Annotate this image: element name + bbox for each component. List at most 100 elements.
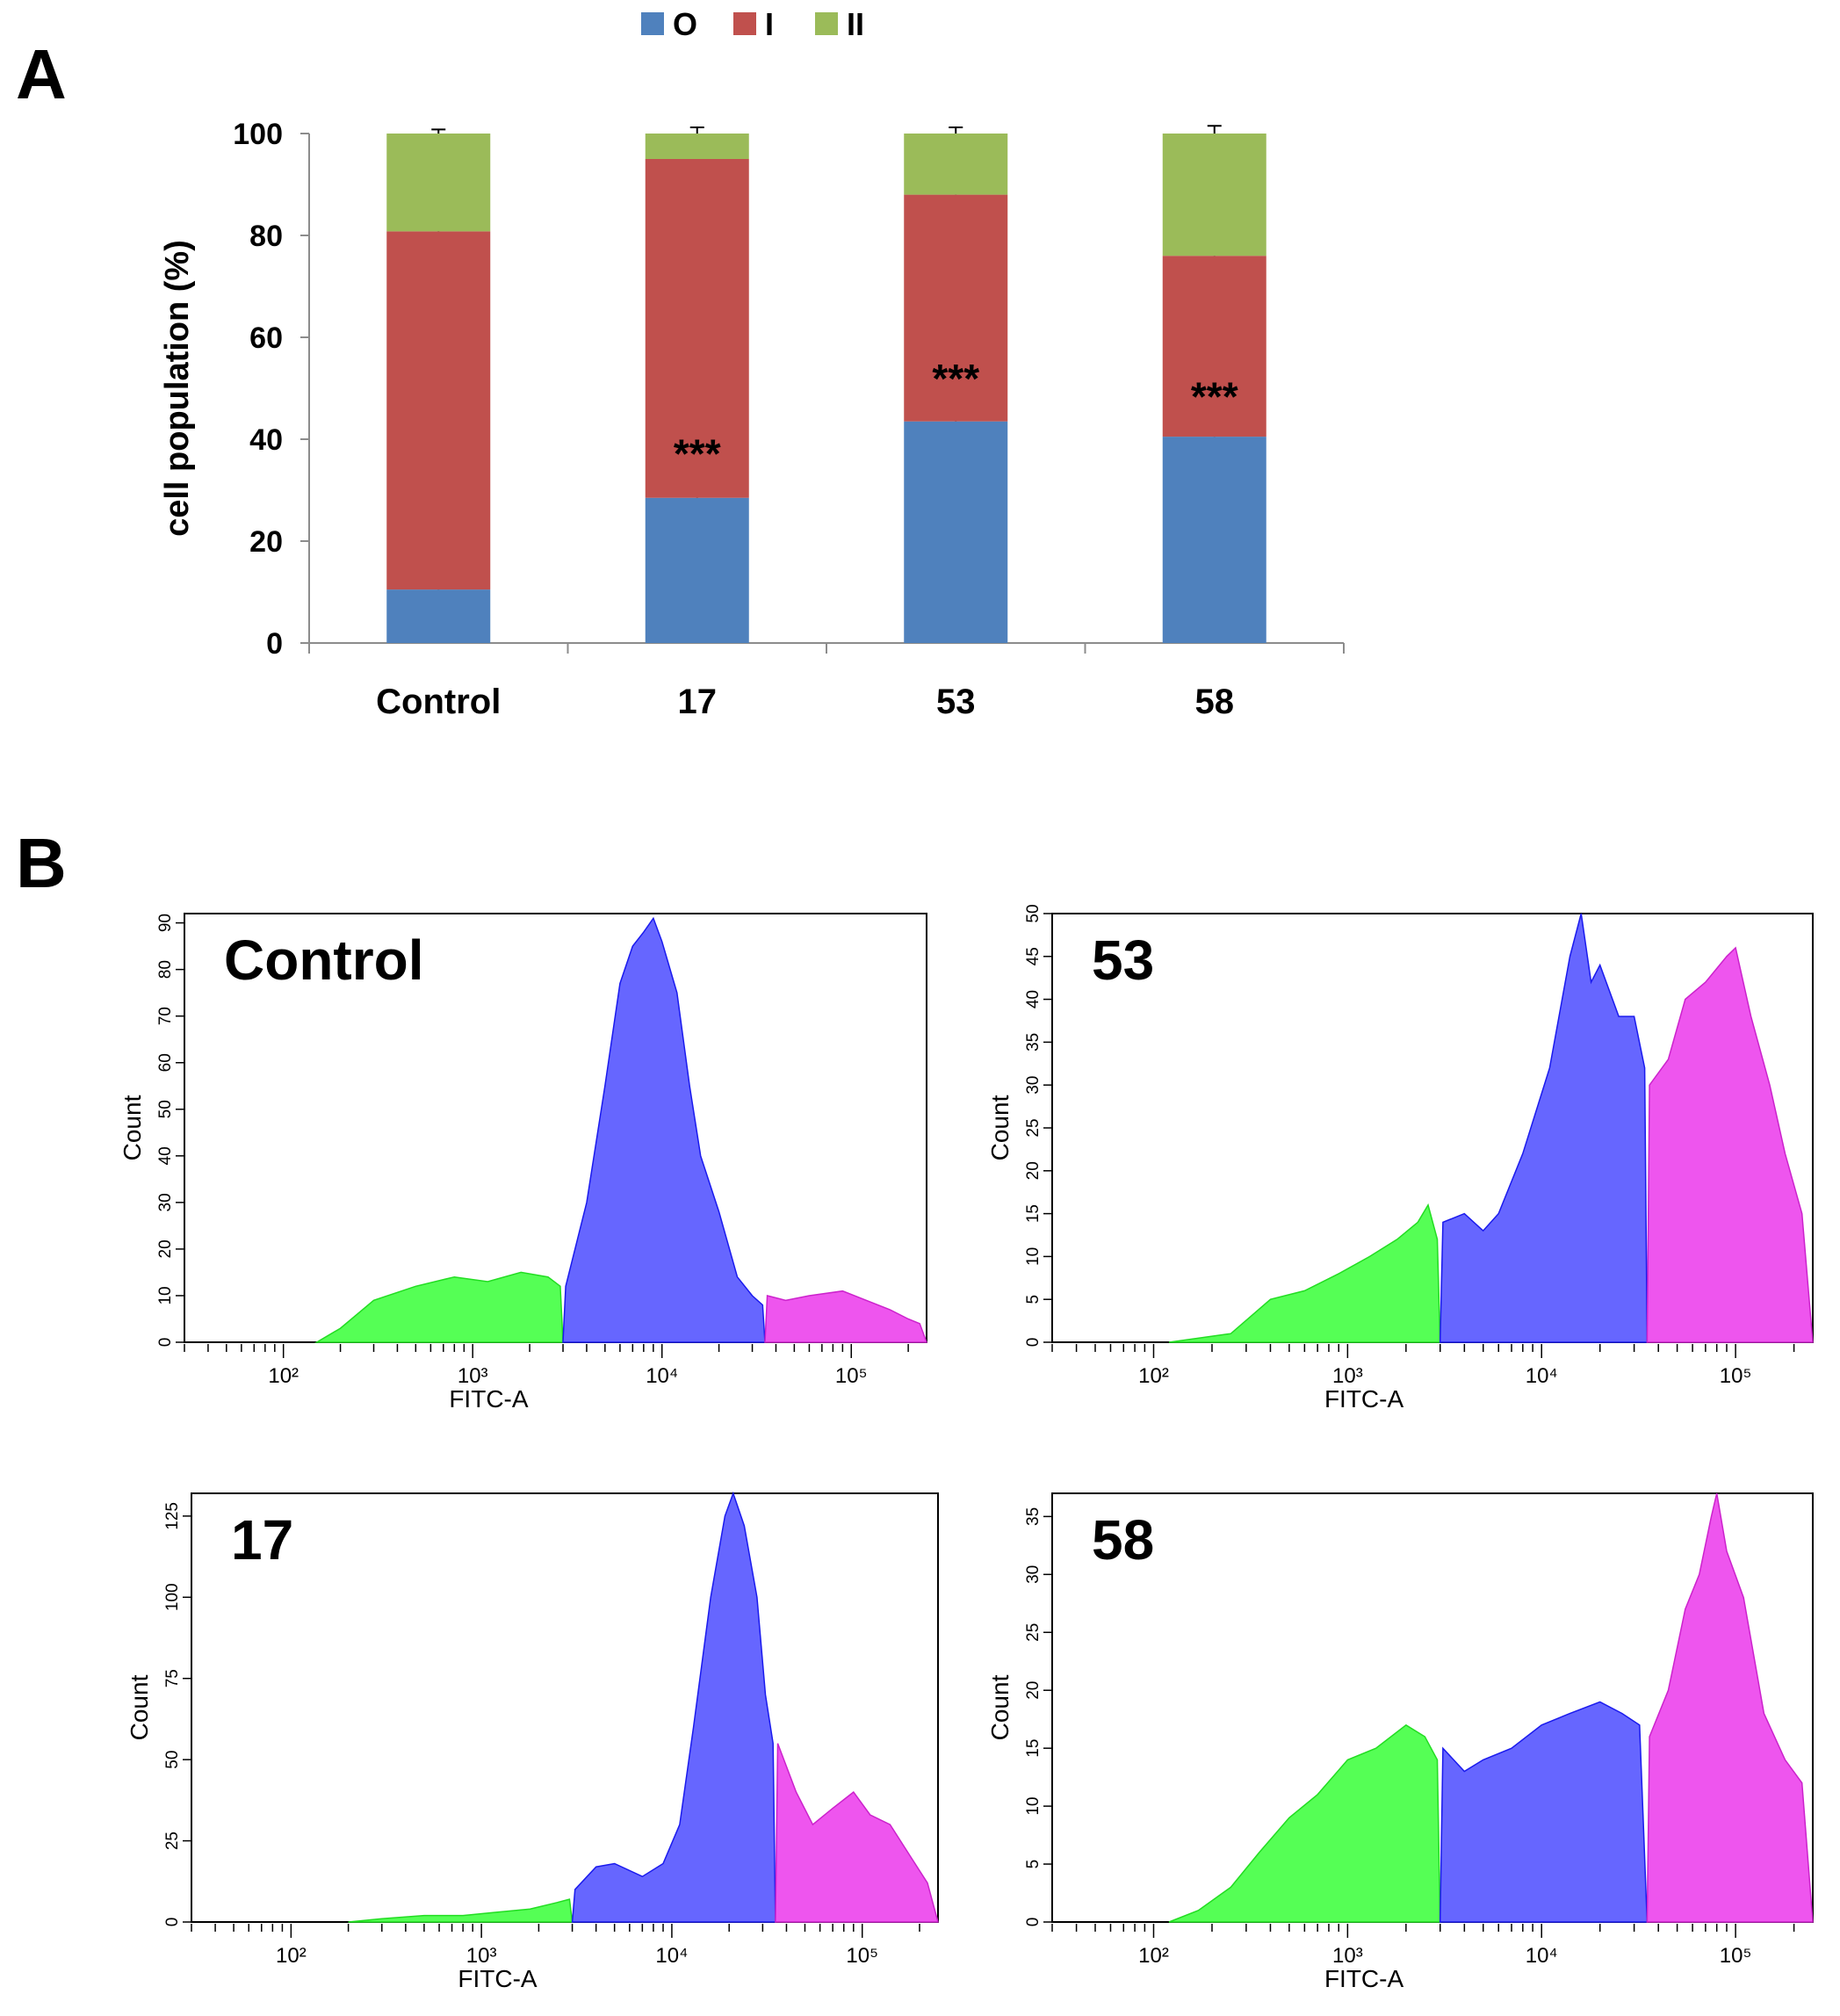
x-tick-label: 10² xyxy=(1138,1944,1169,1968)
y-tick-label: 30 xyxy=(1024,1565,1043,1584)
y-tick-label: 20 xyxy=(249,525,283,559)
legend-label-O: O xyxy=(673,6,697,42)
y-tick-label: 30 xyxy=(156,1193,175,1211)
y-tick-label: 0 xyxy=(266,627,283,661)
bar-segment-II xyxy=(386,134,491,232)
y-tick-label: 20 xyxy=(1024,1161,1043,1180)
gate-area-3 xyxy=(1646,946,1814,1343)
x-tick-label: 10⁴ xyxy=(655,1944,688,1968)
y-tick-label: 0 xyxy=(163,1918,182,1927)
histogram-title: 58 xyxy=(1092,1508,1154,1572)
y-tick-label: 35 xyxy=(1024,1507,1043,1526)
y-tick-label: 60 xyxy=(249,322,283,355)
x-tick-label: 10² xyxy=(1138,1364,1169,1388)
y-axis-title: cell population (%) xyxy=(159,240,196,537)
y-axis-title: Count xyxy=(986,1674,1014,1740)
y-tick-label: 45 xyxy=(1024,947,1043,965)
bar-segment-I xyxy=(645,159,749,498)
y-tick-label: 80 xyxy=(249,220,283,253)
y-tick-label: 50 xyxy=(1024,904,1043,922)
gate-area-3 xyxy=(1646,1492,1814,1923)
x-tick-label: 10⁴ xyxy=(1526,1944,1558,1968)
histogram-17: 10² 10³ 10⁴ 10⁵ FITC-A 0 25 50 75 100 125 Count 17 xyxy=(126,1491,939,1992)
y-tick-label: 10 xyxy=(156,1286,175,1304)
y-tick-label: 70 xyxy=(156,1007,175,1025)
x-axis-title: FITC-A xyxy=(449,1385,529,1413)
x-tick-label: 10³ xyxy=(458,1364,488,1388)
gate-area-2 xyxy=(1439,1701,1649,1923)
panel-a-label: A xyxy=(16,35,67,113)
y-axis-title: Count xyxy=(126,1674,153,1740)
gate-area-2 xyxy=(571,1491,776,1923)
x-category-label: Control xyxy=(376,683,501,721)
gate-area-1 xyxy=(1168,1203,1441,1343)
y-tick-label: 40 xyxy=(249,423,283,457)
bar-segment-I xyxy=(1162,256,1266,437)
gate-area-2 xyxy=(1439,913,1649,1343)
gate-area-1 xyxy=(1168,1723,1441,1923)
y-tick-label: 0 xyxy=(156,1338,175,1348)
legend-label-II: II xyxy=(847,6,864,42)
gate-area-2 xyxy=(562,916,766,1343)
y-tick-label: 60 xyxy=(156,1053,175,1072)
y-tick-label: 20 xyxy=(156,1239,175,1258)
y-tick-label: 50 xyxy=(163,1751,182,1769)
histogram-title: 53 xyxy=(1092,929,1154,992)
histogram-58: 10² 10³ 10⁴ 10⁵ FITC-A 0 5 10 15 20 25 30 35 Count 58 xyxy=(986,1492,1814,1992)
significance-label: *** xyxy=(674,430,721,476)
bar-segment-II xyxy=(1162,134,1266,257)
significance-label: *** xyxy=(932,356,979,401)
legend-swatch-I xyxy=(733,12,756,35)
y-tick-label: 100 xyxy=(233,118,283,151)
y-tick-label: 90 xyxy=(156,914,175,932)
y-tick-label: 10 xyxy=(1024,1247,1043,1266)
x-tick-label: 10³ xyxy=(1332,1944,1363,1968)
histogram-control: 10² 10³ 10⁴ 10⁵ FITC-A 0 10 20 30 40 50 60 70 80 90 Cou… xyxy=(119,913,928,1413)
x-tick-label: 10⁴ xyxy=(1526,1364,1558,1388)
x-tick-label: 10² xyxy=(268,1364,299,1388)
bar-segment-II xyxy=(645,134,749,159)
y-tick-label: 40 xyxy=(1024,990,1043,1008)
legend-swatch-II xyxy=(815,12,838,35)
x-category-label: 17 xyxy=(678,683,718,721)
y-axis-title: Count xyxy=(119,1095,146,1160)
bar-segment-II xyxy=(904,134,1008,195)
bar-segment-O xyxy=(1162,437,1266,643)
significance-label: *** xyxy=(1191,374,1238,420)
y-tick-label: 0 xyxy=(1024,1918,1043,1927)
histogram-title: 17 xyxy=(231,1508,293,1572)
y-tick-label: 80 xyxy=(156,960,175,979)
gate-area-1 xyxy=(314,1271,564,1343)
y-tick-label: 100 xyxy=(163,1583,182,1611)
y-tick-label: 0 xyxy=(1024,1338,1043,1348)
x-tick-label: 10⁵ xyxy=(1720,1944,1752,1968)
x-tick-label: 10⁴ xyxy=(646,1364,678,1388)
histogram-53: 10² 10³ 10⁴ 10⁵ FITC-A 0 5 10 15 20 25 30 35 40 45 50 Co… xyxy=(986,904,1814,1413)
legend-label-I: I xyxy=(765,6,774,42)
y-tick-label: 15 xyxy=(1024,1739,1043,1758)
bar-segment-O xyxy=(386,589,491,643)
x-category-label: 58 xyxy=(1195,683,1235,721)
x-tick-label: 10³ xyxy=(466,1944,497,1968)
y-tick-label: 20 xyxy=(1024,1681,1043,1700)
panel-b-label: B xyxy=(16,824,67,902)
x-tick-label: 10³ xyxy=(1332,1364,1363,1388)
x-axis-title: FITC-A xyxy=(458,1965,538,1992)
y-tick-label: 50 xyxy=(156,1100,175,1118)
y-tick-label: 30 xyxy=(1024,1076,1043,1095)
y-tick-label: 25 xyxy=(1024,1623,1043,1642)
y-tick-label: 5 xyxy=(1024,1860,1043,1869)
y-tick-label: 10 xyxy=(1024,1797,1043,1816)
plot-frame xyxy=(184,913,927,1343)
y-tick-label: 15 xyxy=(1024,1204,1043,1223)
x-axis-title: FITC-A xyxy=(1324,1965,1404,1992)
y-tick-label: 40 xyxy=(156,1146,175,1165)
x-category-label: 53 xyxy=(936,683,976,721)
y-tick-label: 125 xyxy=(163,1502,182,1530)
stacked-bar-chart: 0 20 40 60 80 100 cell population (%) Control 17… xyxy=(159,6,1345,721)
x-tick-label: 10² xyxy=(276,1944,307,1968)
bar-segment-O xyxy=(904,421,1008,643)
gate-area-1 xyxy=(348,1898,574,1923)
y-tick-label: 35 xyxy=(1024,1033,1043,1051)
